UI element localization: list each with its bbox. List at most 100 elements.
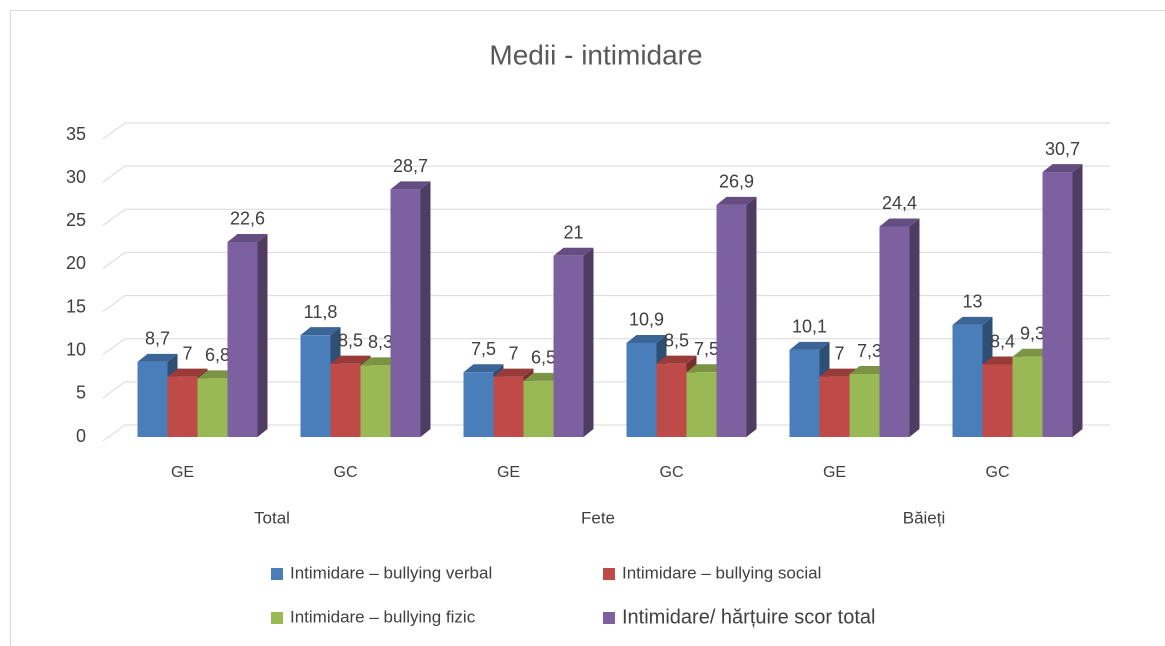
bar — [879, 218, 920, 437]
y-tick-label: 15 — [66, 296, 86, 316]
x-tick-label: GE — [497, 464, 520, 481]
data-label: 6,8 — [205, 345, 230, 365]
legend-swatch — [603, 568, 615, 580]
x-tick-label: GE — [823, 464, 846, 481]
x-tick-label: GE — [171, 464, 194, 481]
grid-line — [102, 208, 1110, 226]
data-label: 9,3 — [1020, 324, 1045, 344]
bar-top — [626, 334, 667, 343]
grid-line — [102, 165, 1110, 183]
bar-front — [523, 380, 554, 437]
bar-side — [746, 196, 757, 437]
bar-side — [583, 247, 594, 437]
legend-label: Intimidare – bullying verbal — [290, 563, 492, 582]
data-label: 7,3 — [857, 341, 882, 361]
bar-front — [952, 324, 983, 437]
bar-front — [463, 372, 494, 437]
legend-label: Intimidare/ hărțuire scor total — [622, 606, 875, 628]
data-label: 21 — [563, 223, 583, 243]
bar-front — [167, 376, 198, 437]
legend-swatch — [603, 612, 615, 624]
data-label: 7 — [834, 343, 844, 363]
bar-front — [716, 204, 747, 437]
y-tick-label: 25 — [66, 210, 86, 230]
bar-top — [952, 316, 993, 325]
bar-front — [982, 364, 1013, 437]
bar-side — [420, 181, 431, 437]
bar-front — [626, 342, 657, 437]
data-label: 24,4 — [882, 193, 917, 213]
group-label: Total — [254, 508, 290, 527]
data-label: 7,5 — [694, 339, 719, 359]
x-tick-label: GC — [986, 464, 1010, 481]
bar — [656, 355, 697, 437]
bar-side — [909, 218, 920, 437]
bar — [137, 353, 178, 437]
data-label: 8,3 — [368, 332, 393, 352]
legend-swatch — [271, 612, 283, 624]
bar — [390, 181, 431, 437]
legend-label: Intimidare – bullying fizic — [290, 607, 476, 626]
bar — [952, 316, 993, 437]
bar-front — [360, 365, 391, 437]
bar-top — [716, 196, 757, 205]
bar-top — [789, 341, 830, 350]
group-label: Fete — [581, 508, 615, 527]
bar-front — [227, 241, 258, 437]
chart-border — [10, 10, 1165, 646]
bar-top — [553, 247, 594, 256]
bar-top — [330, 355, 371, 364]
chart-title: Medii - intimidare — [489, 39, 702, 70]
bar-front — [390, 189, 421, 437]
bar-top — [167, 368, 208, 377]
grid-line — [102, 338, 1110, 356]
data-label: 13 — [962, 292, 982, 312]
data-label: 28,7 — [393, 156, 428, 176]
legend-swatch — [271, 568, 283, 580]
grid-line — [102, 122, 1110, 140]
bar-top — [1042, 164, 1083, 173]
grid-line — [102, 381, 1110, 399]
y-tick-label: 30 — [66, 167, 86, 187]
y-tick-label: 35 — [66, 124, 86, 144]
x-tick-label: GC — [660, 464, 684, 481]
data-label: 8,7 — [145, 329, 170, 349]
bar-top — [227, 233, 268, 242]
data-label: 26,9 — [719, 172, 754, 192]
bar-side — [1072, 164, 1083, 438]
data-label: 6,5 — [531, 348, 556, 368]
bar-front — [553, 255, 584, 437]
bar-top — [137, 353, 178, 362]
grid-line — [102, 251, 1110, 269]
bar-front — [1012, 356, 1043, 437]
bar — [1042, 164, 1083, 438]
data-label: 8,5 — [338, 330, 363, 350]
bar — [553, 247, 594, 437]
bar — [716, 196, 757, 437]
data-label: 30,7 — [1045, 139, 1080, 159]
y-tick-label: 5 — [76, 383, 86, 403]
bar-side — [257, 233, 268, 437]
bar-front — [300, 335, 331, 437]
grid-line — [102, 424, 1110, 442]
data-label: 7,5 — [471, 339, 496, 359]
bar-front — [686, 372, 717, 437]
x-tick-label: GC — [334, 464, 358, 481]
bar-front — [656, 363, 687, 437]
bar-front — [137, 361, 168, 437]
bar-top — [493, 368, 534, 377]
data-label: 10,9 — [629, 310, 664, 330]
bar-front — [493, 376, 524, 437]
bar-front — [330, 363, 361, 437]
data-label: 7 — [508, 343, 518, 363]
y-tick-label: 0 — [76, 426, 86, 446]
data-label: 8,5 — [664, 330, 689, 350]
bar-front — [819, 376, 850, 437]
y-tick-label: 20 — [66, 253, 86, 273]
bar-front — [879, 226, 910, 437]
data-label: 8,4 — [990, 331, 1015, 351]
data-label: 10,1 — [792, 317, 827, 337]
y-tick-label: 10 — [66, 339, 86, 359]
bar — [227, 233, 268, 437]
